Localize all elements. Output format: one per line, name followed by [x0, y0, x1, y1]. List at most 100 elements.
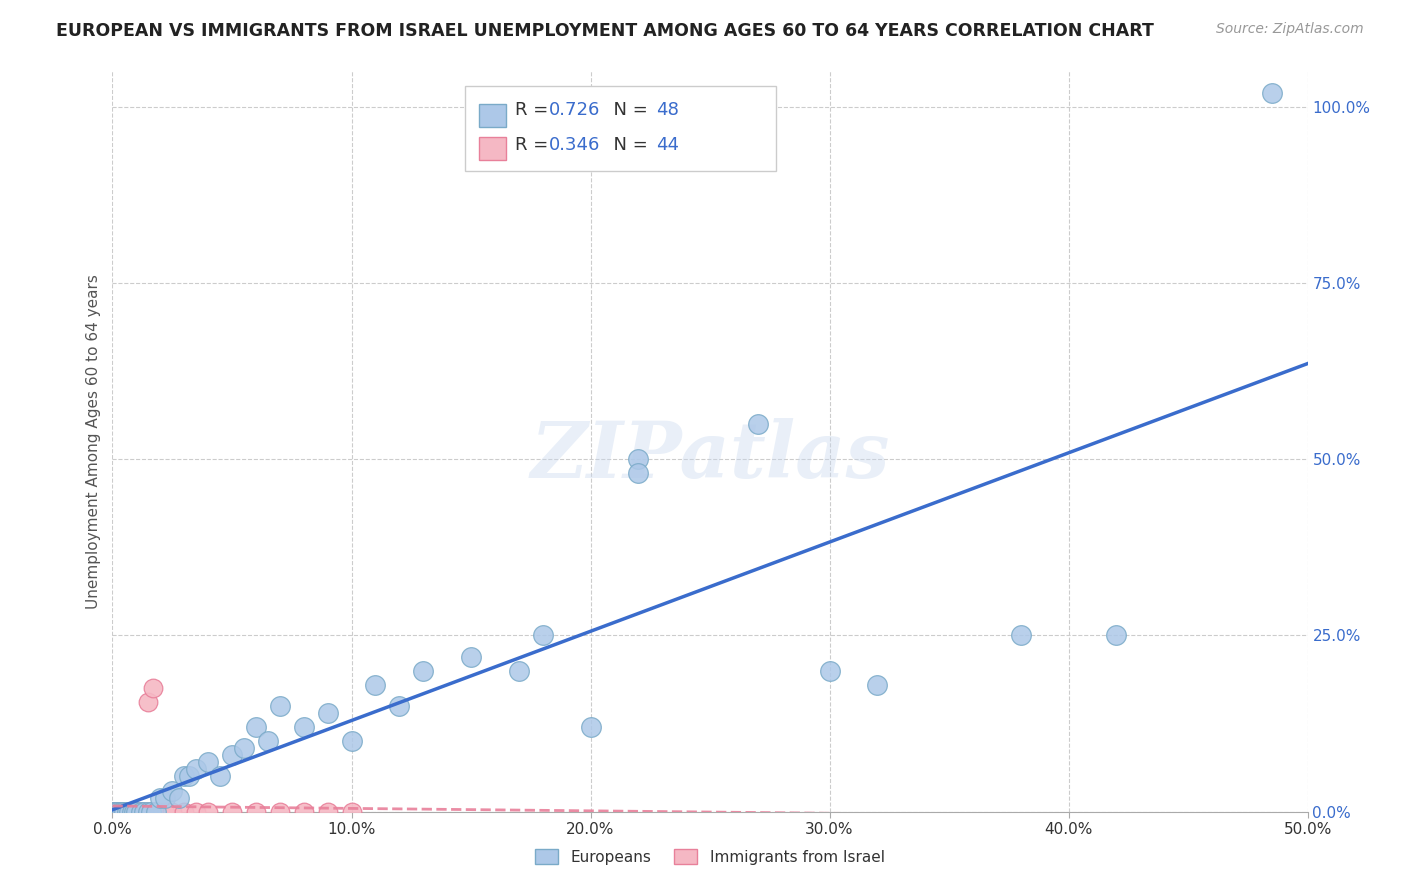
Point [104, 805, 127, 819]
Point [269, 805, 291, 819]
Text: ZIPatlas: ZIPatlas [530, 418, 890, 494]
Point [316, 706, 339, 720]
Point [128, 805, 150, 819]
Text: Source: ZipAtlas.com: Source: ZipAtlas.com [1216, 22, 1364, 37]
Point [138, 805, 160, 819]
Point [508, 664, 530, 678]
Point [122, 805, 145, 819]
Point [111, 805, 134, 819]
Point [129, 805, 152, 819]
Point [121, 805, 143, 819]
Point [142, 681, 165, 696]
Point [186, 763, 208, 777]
Point [1010, 628, 1032, 642]
Point [111, 805, 134, 819]
Text: N =: N = [603, 136, 654, 154]
Point [579, 720, 602, 734]
Bar [479, 104, 506, 127]
Point [114, 805, 135, 819]
Point [221, 748, 243, 763]
Point [104, 805, 127, 819]
Point [1261, 86, 1284, 100]
Point [132, 805, 155, 819]
Point [115, 805, 138, 819]
Point [118, 805, 141, 819]
Text: R =: R = [515, 136, 554, 154]
Y-axis label: Unemployment Among Ages 60 to 64 years: Unemployment Among Ages 60 to 64 years [86, 274, 101, 609]
Point [209, 769, 232, 783]
Point [316, 805, 339, 819]
Point [186, 805, 208, 819]
Point [197, 805, 219, 819]
Point [122, 805, 145, 819]
Point [125, 805, 148, 819]
Point [531, 628, 554, 642]
Legend: Europeans, Immigrants from Israel: Europeans, Immigrants from Israel [530, 843, 890, 871]
Point [104, 805, 127, 819]
Text: EUROPEAN VS IMMIGRANTS FROM ISRAEL UNEMPLOYMENT AMONG AGES 60 TO 64 YEARS CORREL: EUROPEAN VS IMMIGRANTS FROM ISRAEL UNEMP… [56, 22, 1154, 40]
Text: 44: 44 [657, 136, 679, 154]
Point [132, 805, 155, 819]
Point [866, 678, 889, 692]
Point [173, 769, 195, 783]
Point [129, 805, 152, 819]
Point [118, 805, 141, 819]
Point [292, 720, 315, 734]
Point [114, 805, 135, 819]
Point [627, 467, 650, 481]
Point [101, 805, 124, 819]
Point [153, 790, 176, 805]
Point [125, 805, 148, 819]
Point [101, 805, 124, 819]
Point [460, 649, 482, 664]
Point [233, 741, 256, 756]
Point [125, 805, 148, 819]
Point [101, 805, 124, 819]
Point [138, 805, 160, 819]
Point [145, 805, 167, 819]
Point [121, 805, 143, 819]
Point [114, 805, 135, 819]
Point [412, 664, 434, 678]
Point [818, 664, 841, 678]
Point [105, 805, 128, 819]
Point [340, 734, 363, 748]
Point [108, 805, 131, 819]
Text: N =: N = [603, 101, 654, 119]
Point [627, 452, 650, 467]
Point [292, 805, 315, 819]
Point [138, 695, 160, 709]
Point [364, 678, 387, 692]
Point [145, 805, 167, 819]
Point [149, 790, 172, 805]
Point [101, 805, 124, 819]
Point [1105, 628, 1128, 642]
Point [104, 805, 127, 819]
Point [269, 698, 291, 713]
Point [162, 805, 183, 819]
Point [747, 417, 769, 431]
Point [139, 805, 162, 819]
Point [340, 805, 363, 819]
Point [108, 805, 131, 819]
Point [197, 756, 219, 770]
Point [149, 805, 172, 819]
Text: 48: 48 [657, 101, 679, 119]
Point [177, 769, 200, 783]
Point [245, 805, 267, 819]
Point [108, 805, 131, 819]
Point [105, 805, 128, 819]
Point [138, 805, 160, 819]
Bar [465, 87, 776, 171]
Point [153, 805, 176, 819]
Text: 0.346: 0.346 [548, 136, 600, 154]
Point [105, 805, 128, 819]
Point [162, 783, 183, 797]
Point [105, 805, 128, 819]
Point [173, 805, 195, 819]
Point [388, 698, 411, 713]
Point [101, 805, 124, 819]
Point [245, 720, 267, 734]
Point [115, 805, 138, 819]
Point [101, 805, 124, 819]
